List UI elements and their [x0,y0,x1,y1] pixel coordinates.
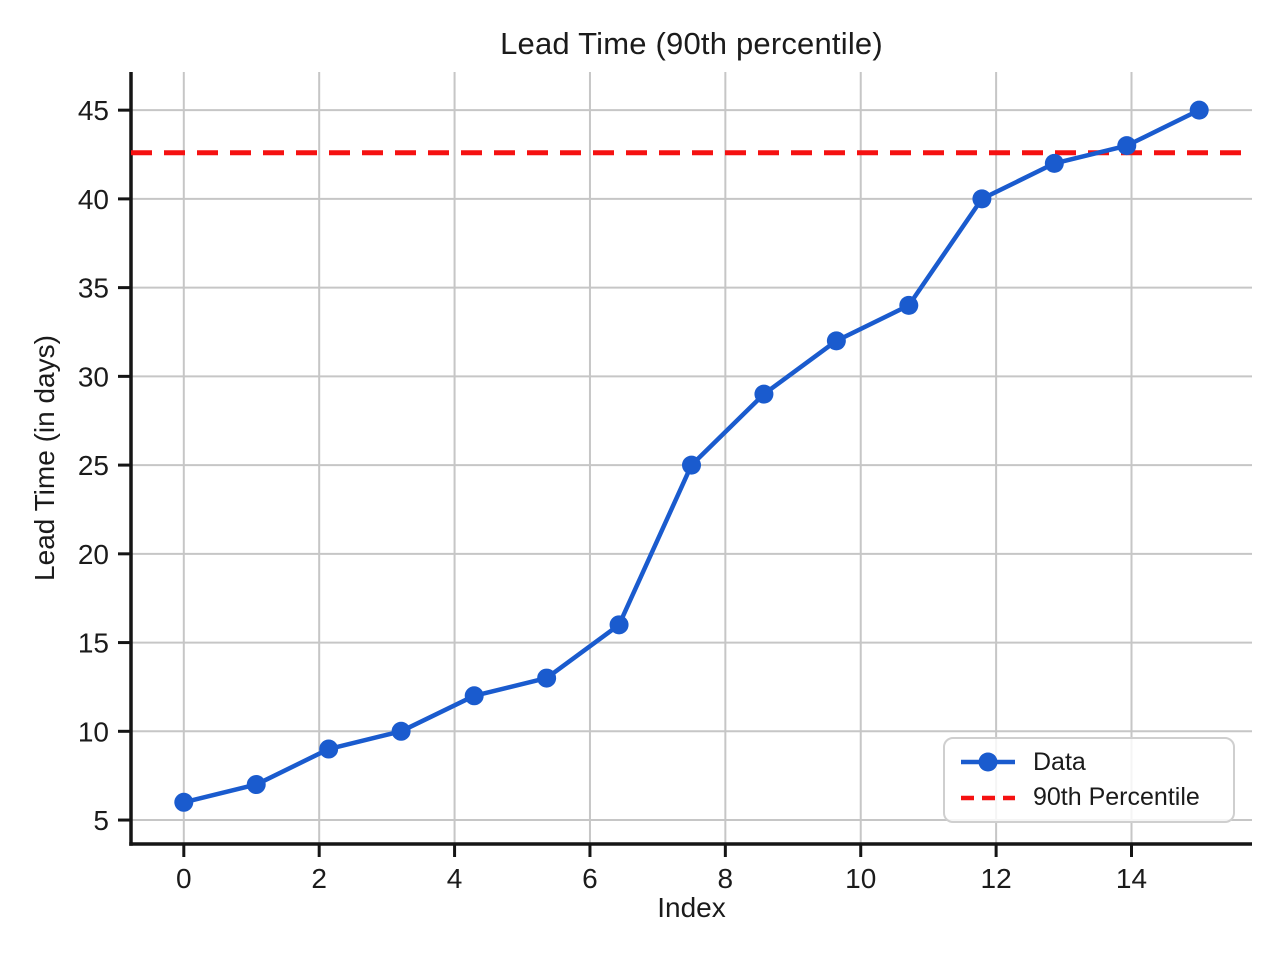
y-axis-label: Lead Time (in days) [29,335,60,581]
legend-item-percentile: 90th Percentile [959,785,1233,810]
legend-label-data: Data [1033,747,1086,776]
data-point [609,615,629,635]
x-tick-label: 8 [718,863,734,894]
data-point [1117,136,1137,156]
data-point [826,331,846,351]
y-tick-label: 35 [78,273,109,304]
percentile-dashed-line-icon [961,795,1015,801]
x-tick-label: 0 [176,863,192,894]
y-tick-label: 15 [78,628,109,659]
x-tick-label: 10 [845,863,876,894]
x-axis-label: Index [657,892,726,923]
y-tick-label: 45 [78,95,109,126]
data-point [246,775,266,795]
data-series-line-icon [961,752,1015,772]
y-tick-label: 5 [93,805,109,836]
data-point [972,189,992,209]
y-tick-label: 30 [78,361,109,392]
x-tick-label: 4 [447,863,463,894]
x-tick-label: 12 [981,863,1012,894]
data-point [174,792,194,812]
legend-item-data: Data [959,747,1233,776]
data-point [899,295,919,315]
x-tick-label: 2 [311,863,327,894]
data-point [682,455,701,475]
data-point [391,721,411,741]
x-tick-label: 6 [582,863,598,894]
data-point [319,739,339,759]
y-tick-label: 20 [78,539,109,570]
data-point [464,686,484,706]
data-point [1189,100,1209,120]
y-tick-label: 10 [78,716,109,747]
legend: Data 90th Percentile [943,737,1235,823]
chart-title: Lead Time (90th percentile) [500,26,883,61]
x-tick-label: 14 [1116,863,1147,894]
data-point [537,668,557,688]
data-point [1044,153,1064,173]
legend-label-percentile: 90th Percentile [1033,783,1200,812]
y-tick-label: 25 [78,450,109,481]
data-point [754,384,774,404]
y-tick-label: 40 [78,184,109,215]
